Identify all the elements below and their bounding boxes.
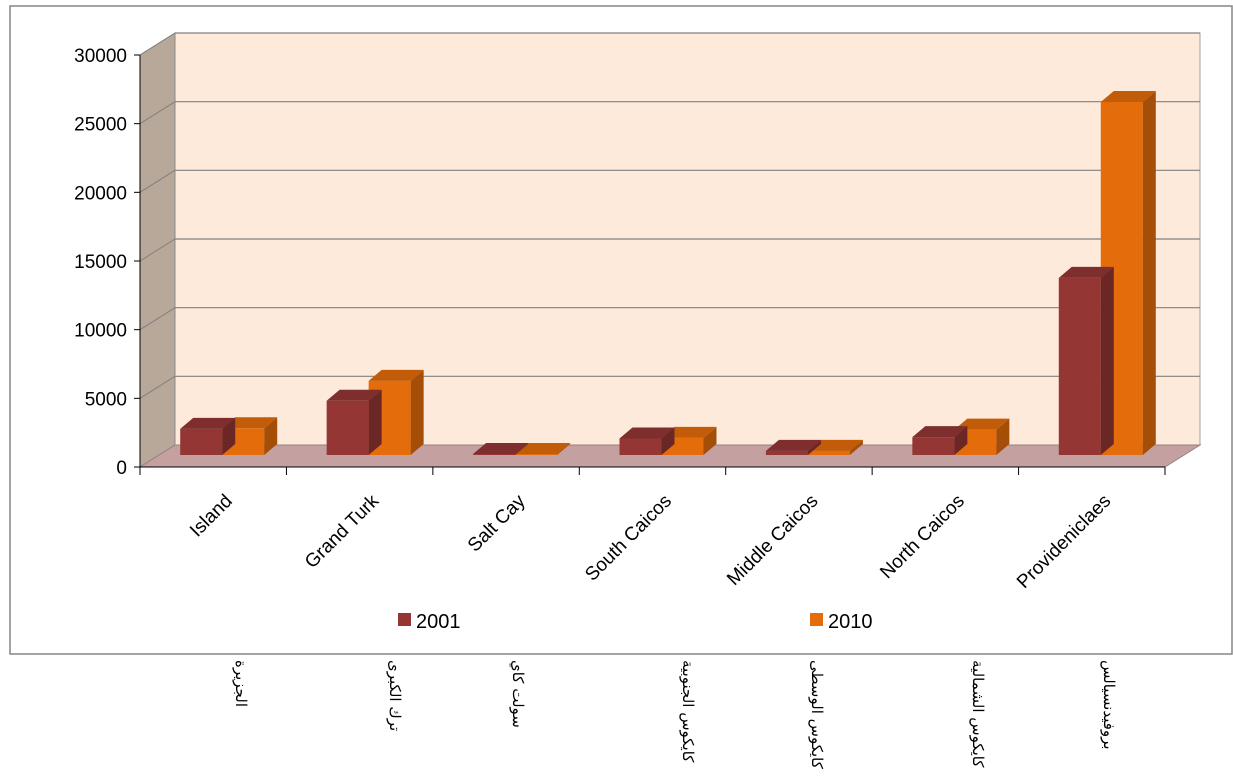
legend-label: 2001 — [416, 611, 461, 633]
bar-2010-middle-caicos — [807, 439, 863, 455]
gridline-side — [139, 32, 176, 56]
bars — [180, 91, 1156, 455]
bar-2001-provideniclaes — [1058, 266, 1114, 455]
gridline-side — [139, 307, 176, 331]
arabic-label: كايكوس الشمالية — [969, 660, 987, 768]
arabic-label: سولت كاي — [509, 660, 527, 728]
y-tick-label: 10000 — [74, 321, 127, 342]
legend-swatch — [398, 613, 411, 626]
arabic-label: ترك الكبرى — [386, 660, 404, 731]
bar-2001-south-caicos — [619, 427, 675, 455]
gridline-side — [139, 238, 176, 262]
y-tick-label: 30000 — [74, 46, 127, 67]
y-tick-label: 5000 — [85, 389, 127, 410]
arabic-labels: الجزيرة ترك الكبرى سولت كاي كايكوس الجنوبية… — [232, 660, 1118, 770]
y-axis: 0 5000 10000 15000 20000 25000 30000 — [74, 46, 1165, 479]
legend-item-2010: 2010 — [810, 611, 873, 633]
chart-walls — [138, 32, 1202, 468]
bar-2010-salt-cay — [515, 443, 571, 455]
arabic-label: بروفيدنسيالس — [1100, 660, 1118, 750]
bar-2001-grand-turk — [326, 389, 382, 455]
bar-2010-island — [222, 417, 278, 455]
gridline-side — [139, 101, 176, 125]
bar-2001-salt-cay — [473, 443, 529, 455]
y-tick-label: 25000 — [74, 115, 127, 136]
gridline-side — [139, 169, 176, 193]
arabic-label: كايكوس الجنوبية — [679, 660, 697, 763]
legend-swatch — [810, 613, 823, 626]
y-tick-label: 0 — [116, 458, 127, 479]
gridline-side — [139, 375, 176, 399]
y-tick-label: 15000 — [74, 252, 127, 273]
arabic-label: كايكوس الوسطى — [808, 660, 826, 770]
bar-2001-middle-caicos — [765, 439, 821, 455]
bar-2001-island — [180, 417, 236, 455]
bar-2010-north-caicos — [954, 418, 1010, 455]
gridlines — [139, 32, 1200, 399]
legend-item-2001: 2001 — [398, 611, 461, 633]
bar-2001-north-caicos — [912, 426, 968, 455]
arabic-label: الجزيرة — [232, 660, 250, 707]
y-tick-label: 20000 — [74, 183, 127, 204]
legend-label: 2010 — [828, 611, 873, 633]
legend: 2001 2010 — [398, 611, 873, 633]
